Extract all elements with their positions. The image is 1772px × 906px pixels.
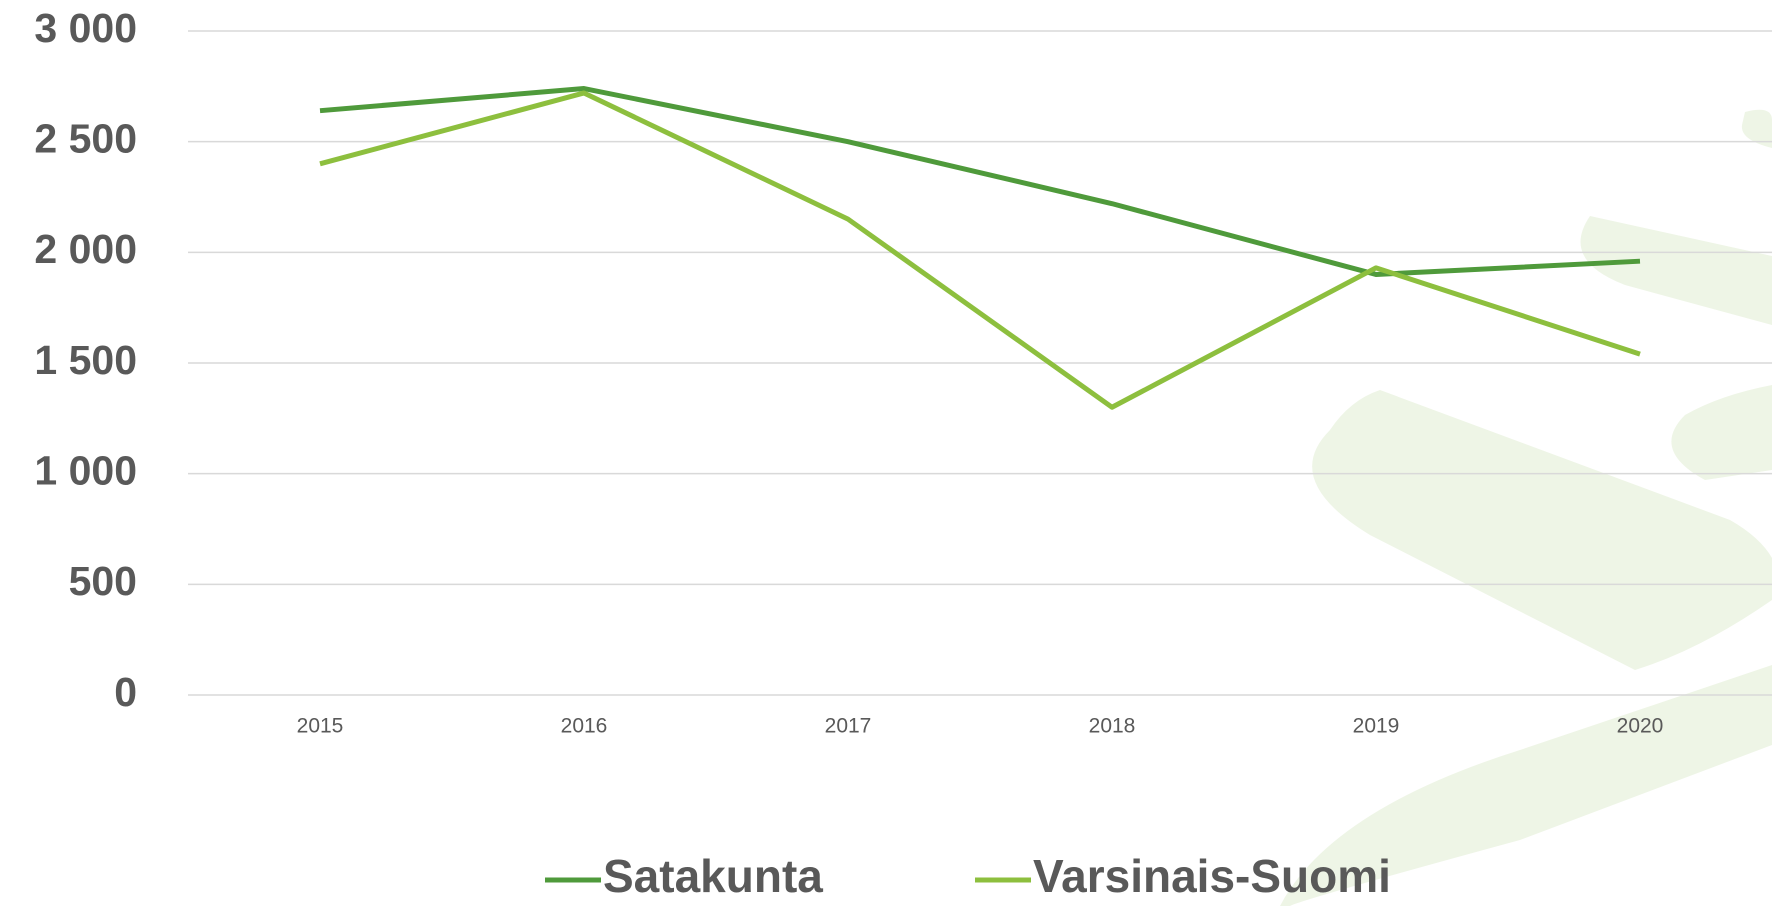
data-line bbox=[319, 90, 1641, 410]
x-tick-label: 2016 bbox=[561, 715, 608, 738]
y-tick-label: 1 000 bbox=[34, 447, 137, 493]
x-tick-label: 2019 bbox=[1353, 715, 1400, 738]
y-tick-label: 2 000 bbox=[34, 226, 137, 272]
y-tick-label: 2 500 bbox=[34, 115, 137, 161]
x-tick-label: 2015 bbox=[297, 715, 344, 738]
y-tick-label: 500 bbox=[69, 558, 137, 604]
data-line bbox=[319, 86, 1641, 277]
background-decoration bbox=[1280, 109, 1772, 906]
y-tick-label: 0 bbox=[114, 669, 137, 715]
y-tick-label: 3 000 bbox=[34, 5, 137, 51]
y-tick-label: 1 500 bbox=[34, 337, 137, 383]
x-tick-label: 2020 bbox=[1617, 715, 1664, 738]
legend-label: Varsinais-Suomi bbox=[1033, 850, 1391, 902]
x-tick-label: 2017 bbox=[825, 715, 872, 738]
legend-label: Satakunta bbox=[603, 850, 823, 902]
x-tick-label: 2018 bbox=[1089, 715, 1136, 738]
